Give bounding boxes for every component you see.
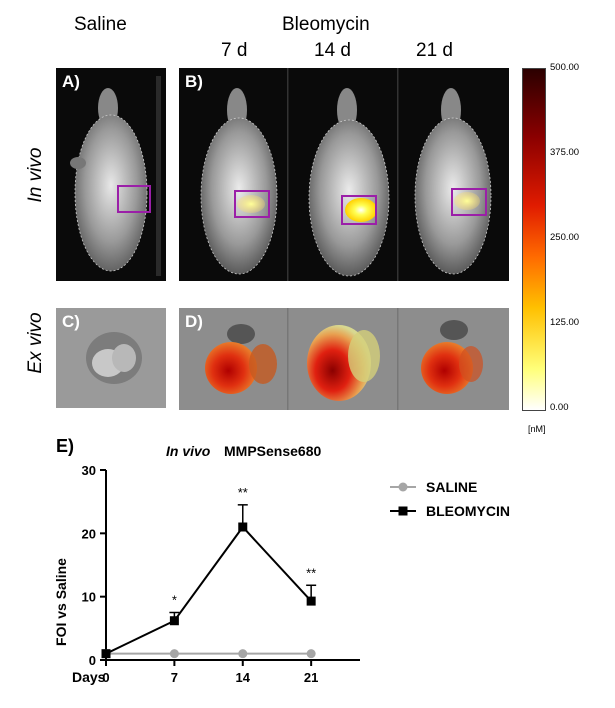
colorbar bbox=[522, 68, 546, 411]
lung-image-saline bbox=[86, 332, 142, 384]
chart-marks: ***** bbox=[101, 485, 316, 659]
panel-a-image: A) bbox=[56, 68, 166, 281]
y-axis-label: FOI vs Saline bbox=[53, 558, 69, 646]
colorbar-tick-375: 375.00 bbox=[550, 147, 580, 158]
bleomycin-header: Bleomycin bbox=[282, 14, 370, 35]
colorbar-unit: [nM] bbox=[528, 424, 546, 434]
panel-a-label: A) bbox=[62, 72, 80, 91]
data-point-bleomycin bbox=[101, 649, 111, 659]
day-14-header: 14 d bbox=[314, 40, 351, 61]
panel-b-label: B) bbox=[185, 72, 203, 91]
chart-axes: 0 10 20 30 0 7 14 21 bbox=[82, 463, 360, 685]
chart-title-italic: In vivo bbox=[166, 443, 211, 459]
lung-images-bleomycin bbox=[205, 308, 483, 410]
legend-marker-saline bbox=[398, 482, 408, 492]
legend-label-bleomycin: BLEOMYCIN bbox=[426, 503, 510, 519]
panel-d-label: D) bbox=[185, 312, 203, 331]
panel-d-image: D) bbox=[179, 308, 509, 410]
in-vivo-row-label: In vivo bbox=[25, 147, 46, 203]
colorbar-tick-125: 125.00 bbox=[550, 317, 580, 328]
chart-title-rest: MMPSense680 bbox=[224, 443, 321, 459]
saline-header: Saline bbox=[74, 14, 127, 35]
x-tick-label: 7 bbox=[171, 670, 178, 685]
series-line-bleomycin bbox=[105, 525, 312, 655]
legend-marker-bleomycin bbox=[398, 506, 408, 516]
colorbar-gradient bbox=[523, 69, 545, 410]
legend-label-saline: SALINE bbox=[426, 479, 477, 495]
significance-annotation: ** bbox=[306, 565, 316, 580]
significance-annotation: * bbox=[172, 593, 177, 608]
x-axis-label: Days bbox=[72, 669, 106, 685]
y-tick-label: 30 bbox=[82, 463, 96, 478]
data-point-bleomycin bbox=[169, 616, 179, 626]
colorbar-tick-250: 250.00 bbox=[550, 232, 580, 243]
day-21-header: 21 d bbox=[416, 40, 453, 61]
chart-legend: SALINE BLEOMYCIN bbox=[390, 479, 510, 519]
x-tick-label: 0 bbox=[102, 670, 109, 685]
panel-c-image: C) bbox=[56, 308, 166, 408]
data-point-saline bbox=[238, 649, 248, 659]
x-tick-label: 21 bbox=[304, 670, 318, 685]
mouse-image-saline bbox=[70, 76, 161, 276]
data-point-saline bbox=[306, 649, 316, 659]
data-point-bleomycin bbox=[306, 596, 316, 606]
colorbar-tick-0: 0.00 bbox=[550, 402, 569, 413]
data-point-saline bbox=[169, 649, 179, 659]
y-tick-label: 0 bbox=[89, 653, 96, 668]
mouse-images-bleomycin bbox=[200, 68, 492, 281]
y-tick-label: 10 bbox=[82, 590, 96, 605]
day-7-header: 7 d bbox=[221, 40, 248, 61]
x-tick-label: 14 bbox=[236, 670, 251, 685]
panel-e-label: E) bbox=[56, 436, 74, 456]
mmpsense-line-chart: In vivo MMPSense680 FOI vs Saline Days 0… bbox=[53, 443, 510, 685]
significance-annotation: ** bbox=[238, 485, 248, 500]
y-tick-label: 20 bbox=[82, 526, 96, 541]
data-point-bleomycin bbox=[238, 522, 248, 532]
panel-c-label: C) bbox=[62, 312, 80, 331]
colorbar-tick-500: 500.00 bbox=[550, 62, 580, 73]
panel-b-image: B) bbox=[179, 68, 509, 281]
ex-vivo-row-label: Ex vivo bbox=[25, 312, 46, 374]
